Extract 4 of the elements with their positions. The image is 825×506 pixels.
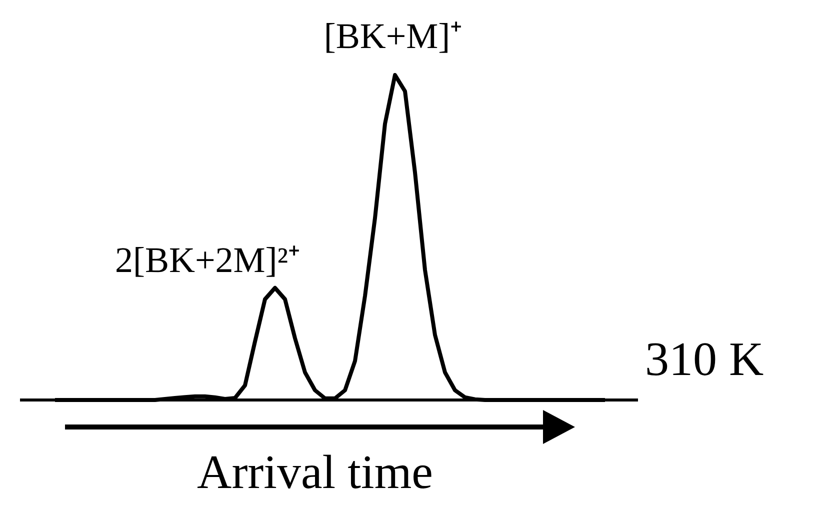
text: [BK+M]⁺ [324,16,462,56]
annotation: 2[BK+2M]²⁺ [115,240,300,280]
x-axis-title: Arrival time [197,446,433,499]
text: 310 K [645,333,764,386]
